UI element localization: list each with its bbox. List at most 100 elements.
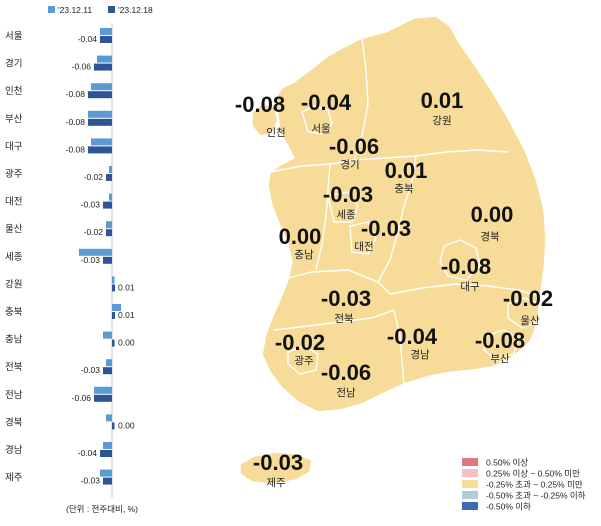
- bar-this-week: [112, 284, 115, 292]
- category-label: 인천: [5, 86, 22, 97]
- bar-prev-week: [100, 28, 112, 35]
- data-label: 0.01: [118, 282, 135, 292]
- boundary-daejeon: [349, 221, 377, 255]
- data-label: -0.06: [72, 393, 92, 403]
- jeju-island: [239, 451, 313, 485]
- category-label: 경북: [5, 416, 23, 428]
- legend-label: 0.50% 이상: [486, 458, 528, 468]
- bar-this-week: [112, 339, 115, 347]
- region-name-incheon: 인천: [266, 127, 285, 139]
- region-value-jeonnam: -0.06: [321, 360, 371, 385]
- bar-prev-week: [109, 193, 112, 201]
- bar-prev-week: [106, 414, 112, 422]
- data-label: -0.03: [81, 255, 101, 265]
- legend-swatch-series-1: [48, 6, 55, 13]
- category-label: 전북: [5, 362, 23, 373]
- bar-prev-week: [100, 469, 112, 477]
- boundary-sejong: [327, 191, 359, 223]
- bar-prev-week: [91, 83, 112, 91]
- boundary-ulsan: [507, 297, 541, 329]
- category-label: 세종: [5, 252, 23, 263]
- legend-swatch: [462, 480, 478, 488]
- data-label: -0.02: [84, 227, 104, 237]
- data-label: 0.01: [118, 310, 135, 320]
- legend-label: 0.25% 이상 ~ 0.50% 미만: [486, 469, 580, 479]
- region-name-gangwon: 강원: [432, 115, 451, 127]
- region-value-chungnam: 0.00: [279, 224, 322, 249]
- region-value-chungbuk: 0.01: [385, 158, 428, 183]
- legend-label-series-1: '23.12.11: [58, 5, 92, 15]
- data-label: -0.06: [72, 62, 92, 72]
- region-value-gyeonggi: -0.06: [329, 134, 379, 159]
- region-value-gwangju: -0.02: [275, 330, 325, 355]
- bar-this-week: [112, 422, 115, 430]
- region-name-busan: 부산: [490, 353, 510, 365]
- region-name-jeonbuk: 전북: [334, 313, 354, 325]
- data-label: 0.00: [118, 338, 135, 348]
- province-boundaries: [269, 37, 541, 385]
- category-label: 충북: [5, 307, 23, 318]
- unit-note: (단위 : 전주대비, %): [66, 504, 138, 514]
- region-value-gangwon: 0.01: [421, 88, 464, 113]
- map-panel: -0.08 인천 -0.04 서울 -0.06 경기 0.01 강원 0.01 충북 -0.03 세종…: [190, 0, 601, 521]
- region-name-gyeonggi: 경기: [340, 158, 359, 171]
- boundary-gwangju: [287, 345, 319, 375]
- data-label: -0.03: [81, 476, 101, 486]
- category-label: 광주: [5, 168, 23, 180]
- bar-prev-week: [97, 55, 112, 63]
- region-name-jeju: 제주: [266, 477, 286, 489]
- boundary-gyeongnam-west: [393, 309, 405, 385]
- boundary-chungnam-east: [315, 163, 331, 271]
- region-name-chungbuk: 충북: [394, 183, 414, 195]
- bar-this-week: [94, 394, 112, 402]
- region-value-jeonbuk: -0.03: [321, 286, 371, 311]
- data-label: -0.03: [81, 365, 101, 375]
- region-name-sejong: 세종: [336, 209, 356, 221]
- legend-label: -0.50% 초과 ~ -0.25% 이하: [486, 491, 586, 501]
- region-value-busan: -0.08: [475, 328, 525, 353]
- data-label: -0.08: [66, 117, 86, 127]
- category-label: 서울: [5, 31, 23, 42]
- weekly-change-bar-chart: '23.12.11 '23.12.18 서울 -0.04 경기 -0.06 인천 -0.0…: [5, 5, 153, 514]
- legend-swatch-series-2: [108, 6, 115, 13]
- category-label: 경남: [5, 444, 23, 456]
- boundary-gyeongnam-north: [389, 283, 541, 297]
- bar-prev-week: [91, 138, 112, 146]
- category-label: 부산: [5, 114, 23, 125]
- legend-swatch: [462, 502, 478, 510]
- bar-prev-week: [88, 110, 112, 118]
- bar-chart-panel: '23.12.11 '23.12.18 서울 -0.04 경기 -0.06 인천 -0.0…: [0, 0, 190, 521]
- region-value-ulsan: -0.02: [503, 286, 553, 311]
- boundary-jeonbuk-south: [273, 309, 395, 331]
- region-name-seoul: 서울: [311, 123, 331, 135]
- boundary-gangwon-south: [385, 149, 509, 159]
- bar-this-week: [106, 174, 112, 181]
- boundary-jeonbuk-north: [279, 269, 391, 295]
- incheon-region: [251, 103, 279, 137]
- bar-prev-week: [94, 386, 112, 394]
- category-label: 강원: [5, 279, 22, 290]
- bar-this-week: [103, 477, 112, 485]
- boundary-daegu: [439, 239, 481, 281]
- region-name-jeonnam: 전남: [336, 387, 356, 399]
- bar-this-week: [100, 36, 112, 43]
- bar-chart-legend: '23.12.11 '23.12.18: [48, 5, 153, 15]
- bar-this-week: [106, 229, 112, 237]
- category-label: 대구: [5, 141, 23, 152]
- bar-this-week: [88, 91, 112, 99]
- region-name-chungnam: 충남: [294, 249, 314, 261]
- bar-this-week: [103, 256, 112, 264]
- legend-swatch: [462, 491, 478, 499]
- region-value-seoul: -0.04: [301, 90, 352, 115]
- bar-prev-week: [112, 304, 121, 311]
- boundary-seoul: [301, 105, 333, 135]
- data-label: -0.04: [78, 448, 98, 458]
- data-label: -0.04: [78, 34, 98, 44]
- bar-prev-week: [103, 442, 112, 449]
- region-name-daegu: 대구: [460, 281, 480, 293]
- boundary-chungbuk-east: [377, 155, 417, 283]
- region-value-daegu: -0.08: [441, 254, 491, 279]
- legend-swatch: [462, 469, 478, 477]
- region-value-incheon: -0.08: [235, 92, 285, 117]
- category-label: 충남: [5, 335, 23, 346]
